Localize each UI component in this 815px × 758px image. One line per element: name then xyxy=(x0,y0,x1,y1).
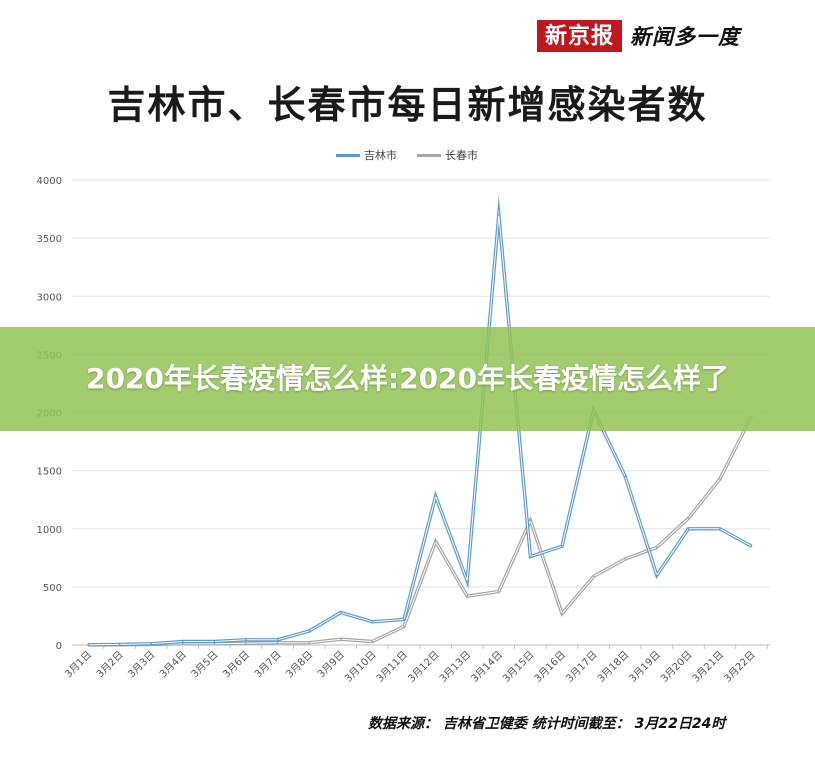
x-tick-label: 3月12日 xyxy=(406,649,442,685)
x-tick-label: 3月22日 xyxy=(722,649,758,685)
legend-item-jilin: 吉林市 xyxy=(336,147,397,163)
data-point-jilin xyxy=(245,638,247,641)
y-tick-label: 500 xyxy=(43,583,62,594)
x-tick-label: 3月15日 xyxy=(500,649,536,685)
data-point-jilin xyxy=(340,611,342,614)
brand-header: 新京报 新闻多一度 xyxy=(537,20,740,52)
data-point-changchun xyxy=(308,641,311,644)
x-tick-label: 3月18日 xyxy=(595,649,631,685)
data-point-changchun xyxy=(719,477,721,480)
data-point-changchun xyxy=(182,643,184,645)
x-tick-label: 3月19日 xyxy=(627,649,663,685)
x-tick-label: 3月11日 xyxy=(374,649,410,685)
x-tick-label: 3月9日 xyxy=(315,649,347,681)
data-point-jilin xyxy=(656,574,658,577)
data-point-jilin xyxy=(466,580,469,582)
chart-legend: 吉林市 长春市 xyxy=(336,147,478,163)
data-point-changchun xyxy=(592,575,595,578)
data-point-changchun xyxy=(213,643,216,645)
data-point-changchun xyxy=(529,519,532,522)
data-point-jilin xyxy=(213,640,216,643)
data-point-jilin xyxy=(371,620,374,623)
data-point-jilin xyxy=(150,643,152,645)
data-point-jilin xyxy=(182,640,184,643)
data-point-changchun xyxy=(561,612,563,615)
brand-slogan: 新闻多一度 xyxy=(630,25,741,49)
x-tick-label: 3月4日 xyxy=(157,649,189,681)
data-point-jilin xyxy=(624,475,626,478)
data-point-changchun xyxy=(434,540,437,543)
data-point-changchun xyxy=(340,638,342,640)
data-point-jilin xyxy=(118,643,121,646)
x-tick-label: 3月5日 xyxy=(189,649,221,681)
x-tick-label: 3月8日 xyxy=(284,649,316,681)
x-tick-label: 3月21日 xyxy=(690,649,726,685)
data-point-changchun xyxy=(656,546,658,549)
x-tick-label: 3月2日 xyxy=(94,649,126,681)
y-tick-label: 3000 xyxy=(37,292,62,303)
source-note: 数据来源： 吉林省卫健委 统计时间截至： 3月22日24时 xyxy=(368,716,726,732)
y-tick-label: 0 xyxy=(56,641,62,652)
data-point-jilin xyxy=(687,527,690,530)
data-point-jilin xyxy=(561,545,563,547)
y-tick-label: 4000 xyxy=(37,176,62,187)
x-tick-label: 3月6日 xyxy=(220,649,252,681)
x-tick-label: 3月1日 xyxy=(62,649,94,681)
legend-swatch-changchun xyxy=(417,153,441,157)
x-tick-label: 3月20日 xyxy=(658,649,694,685)
x-tick-label: 3月3日 xyxy=(126,649,158,681)
data-point-changchun xyxy=(624,558,626,560)
data-point-jilin xyxy=(276,638,279,641)
data-point-jilin xyxy=(498,214,500,216)
data-point-changchun xyxy=(687,517,690,520)
series-line-core-jilin xyxy=(87,209,752,646)
legend-label-changchun: 长春市 xyxy=(445,149,478,162)
legend-item-changchun: 长春市 xyxy=(417,147,478,163)
overlay-banner: 2020年长春疫情怎么样:2020年长春疫情怎么样了 xyxy=(0,327,815,431)
y-tick-label: 3500 xyxy=(37,234,62,245)
x-tick-label: 3月17日 xyxy=(564,649,600,685)
y-tick-label: 1000 xyxy=(37,525,62,536)
legend-label-jilin: 吉林市 xyxy=(364,149,397,162)
data-point-changchun xyxy=(498,590,500,593)
legend-swatch-jilin xyxy=(336,153,360,157)
data-point-jilin xyxy=(529,555,532,558)
data-point-jilin xyxy=(719,527,721,530)
chart-title: 吉林市、长春市每日新增感染者数 xyxy=(107,83,708,127)
series-line-changchun xyxy=(88,415,754,647)
data-point-changchun xyxy=(371,640,374,643)
data-point-changchun xyxy=(245,642,247,645)
data-point-jilin xyxy=(750,545,753,547)
banner-text: 2020年长春疫情怎么样:2020年长春疫情怎么样了 xyxy=(85,362,730,395)
data-point-jilin xyxy=(87,643,89,646)
x-tick-label: 3月14日 xyxy=(469,649,505,685)
series-line-core-changchun xyxy=(88,415,753,646)
y-tick-label: 1500 xyxy=(37,467,62,478)
x-tick-label: 3月10日 xyxy=(342,649,378,685)
data-point-jilin xyxy=(434,495,437,498)
x-tick-label: 3月13日 xyxy=(437,649,473,685)
data-point-changchun xyxy=(466,595,469,597)
data-point-changchun xyxy=(276,641,279,644)
data-point-jilin xyxy=(403,618,405,621)
brand-logo: 新京报 xyxy=(537,20,623,52)
x-tick-label: 3月16日 xyxy=(532,649,568,685)
x-tick-label: 3月7日 xyxy=(252,649,284,681)
data-point-changchun xyxy=(403,625,405,628)
data-point-jilin xyxy=(308,630,311,632)
